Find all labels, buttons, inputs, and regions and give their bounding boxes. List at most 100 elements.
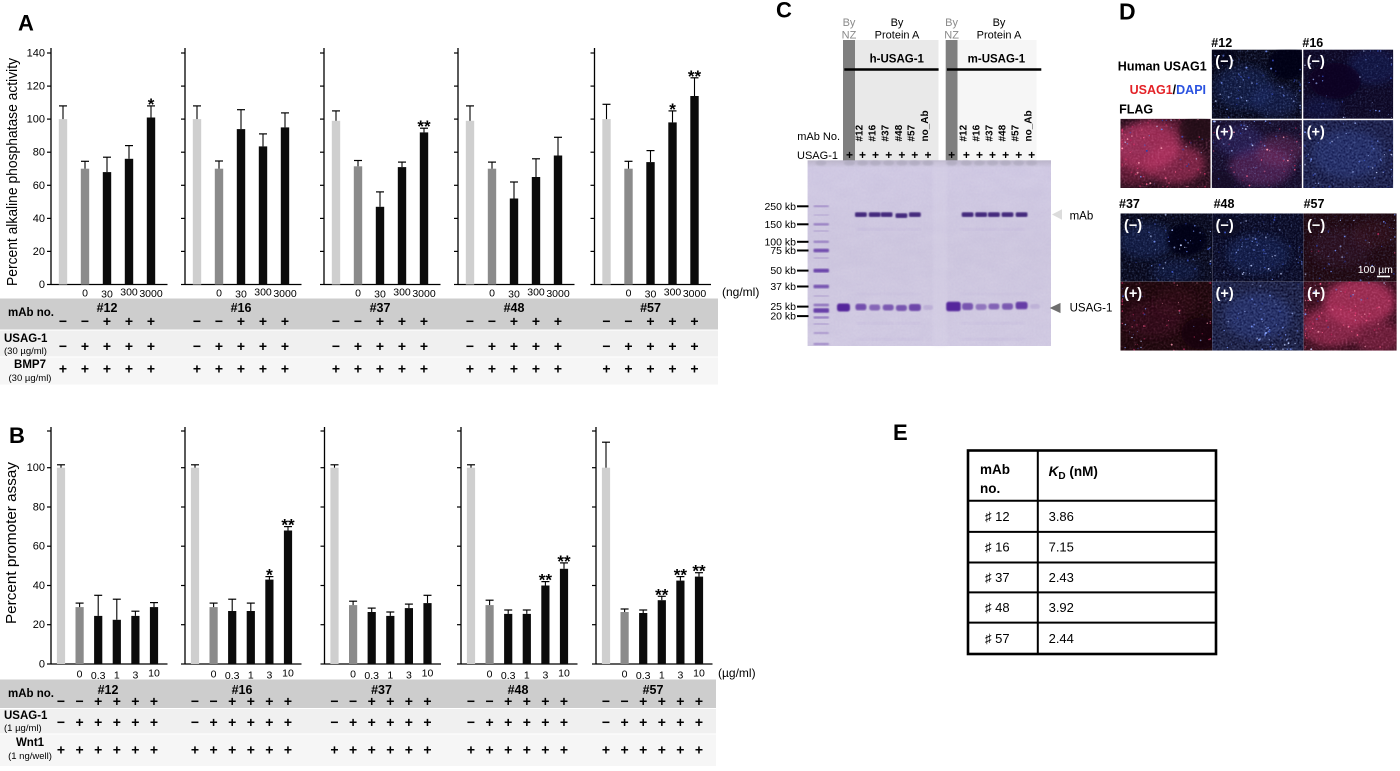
svg-text:300: 300 (120, 287, 138, 299)
svg-text:#48: #48 (894, 124, 905, 141)
svg-text:Human USAG1: Human USAG1 (1118, 60, 1207, 74)
svg-text:+: + (532, 361, 540, 377)
svg-text:+: + (523, 693, 531, 709)
svg-text:−: − (332, 313, 340, 329)
svg-text:#16: #16 (868, 124, 879, 141)
svg-text:−: − (210, 693, 218, 709)
svg-text:USAG1/DAPI: USAG1/DAPI (1130, 83, 1206, 97)
svg-text:−: − (330, 714, 338, 730)
svg-text:0: 0 (622, 669, 628, 681)
svg-text:−: − (57, 714, 65, 730)
svg-text:+: + (646, 338, 654, 354)
svg-text:30: 30 (645, 289, 657, 301)
svg-text:−: − (193, 313, 201, 329)
svg-text:+: + (386, 693, 394, 709)
svg-text:(−): (−) (1216, 218, 1234, 234)
svg-text:+: + (690, 313, 698, 329)
svg-text:+: + (284, 714, 292, 730)
svg-text:♯ 57: ♯ 57 (985, 631, 1010, 646)
svg-text:3000: 3000 (683, 288, 707, 300)
svg-text:3: 3 (677, 670, 683, 682)
svg-text:+: + (94, 693, 102, 709)
svg-text:−: − (191, 714, 199, 730)
svg-text:+: + (215, 361, 223, 377)
svg-text:3: 3 (406, 670, 412, 682)
svg-text:+: + (639, 714, 647, 730)
svg-text:+: + (676, 742, 684, 758)
svg-text:(30 µg/ml): (30 µg/ml) (4, 346, 47, 357)
svg-text:25 kb: 25 kb (770, 301, 796, 313)
svg-text:#37: #37 (1119, 197, 1140, 211)
svg-text:300: 300 (254, 287, 272, 299)
svg-text:*: * (669, 100, 676, 119)
svg-text:300: 300 (664, 287, 682, 299)
svg-text:+: + (259, 313, 267, 329)
svg-text:3: 3 (542, 670, 548, 682)
svg-text:+: + (265, 714, 273, 730)
svg-text:+: + (532, 338, 540, 354)
svg-text:+: + (488, 361, 496, 377)
svg-text:20 kb: 20 kb (770, 311, 796, 323)
svg-text:+: + (349, 714, 357, 730)
svg-text:+: + (281, 313, 289, 329)
svg-text:+: + (147, 361, 155, 377)
svg-text:USAG-1: USAG-1 (4, 333, 48, 345)
svg-text:+: + (624, 361, 632, 377)
svg-text:Percent promoter assay: Percent promoter assay (3, 462, 20, 624)
svg-text:B: B (9, 423, 25, 448)
svg-text:+: + (281, 338, 289, 354)
svg-text:E: E (893, 420, 908, 445)
svg-text:+: + (646, 313, 654, 329)
svg-text:100: 100 (27, 114, 45, 126)
svg-text:+: + (405, 742, 413, 758)
svg-text:#48: #48 (504, 301, 525, 315)
svg-text:+: + (265, 742, 273, 758)
svg-text:(−): (−) (1124, 218, 1142, 234)
svg-text:#37: #37 (985, 124, 996, 141)
svg-text:Wnt1: Wnt1 (16, 737, 45, 749)
svg-text:(+): (+) (1124, 286, 1142, 302)
svg-text:+: + (554, 361, 562, 377)
svg-text:+: + (658, 693, 666, 709)
svg-text:#12: #12 (98, 683, 119, 697)
svg-text:+: + (676, 693, 684, 709)
svg-text:+: + (646, 361, 654, 377)
svg-text:mAb no.: mAb no. (8, 307, 54, 319)
svg-text:+: + (676, 714, 684, 730)
svg-text:+: + (621, 714, 629, 730)
svg-text:+: + (103, 338, 111, 354)
svg-text:+: + (695, 742, 703, 758)
svg-text:+: + (1015, 148, 1022, 162)
svg-text:40: 40 (33, 580, 45, 592)
svg-text:+: + (94, 714, 102, 730)
svg-text:+: + (125, 338, 133, 354)
svg-text:0: 0 (489, 288, 495, 300)
svg-text:+: + (621, 742, 629, 758)
svg-text:3: 3 (132, 670, 138, 682)
svg-text:+: + (59, 361, 67, 377)
svg-text:+: + (237, 313, 245, 329)
svg-text:#57: #57 (1304, 197, 1325, 211)
svg-text:−: − (488, 313, 496, 329)
svg-text:+: + (398, 338, 406, 354)
svg-text:−: − (191, 693, 199, 709)
svg-text:(µg/ml): (µg/ml) (718, 666, 756, 680)
svg-text:+: + (354, 338, 362, 354)
svg-text:60: 60 (33, 541, 45, 553)
svg-text:+: + (81, 361, 89, 377)
svg-text:3: 3 (266, 670, 272, 682)
svg-text:NZ: NZ (842, 30, 857, 42)
svg-text:+: + (57, 742, 65, 758)
svg-text:+: + (466, 361, 474, 377)
svg-text:+: + (368, 714, 376, 730)
svg-text:+: + (560, 693, 568, 709)
svg-text:+: + (332, 361, 340, 377)
svg-text:#48: #48 (508, 683, 529, 697)
svg-text:3000: 3000 (412, 288, 436, 300)
svg-text:+: + (237, 338, 245, 354)
svg-text:100 µm: 100 µm (1358, 264, 1393, 276)
svg-text:+: + (532, 313, 540, 329)
svg-text:+: + (76, 742, 84, 758)
svg-text:−: − (602, 338, 610, 354)
svg-text:+: + (237, 361, 245, 377)
